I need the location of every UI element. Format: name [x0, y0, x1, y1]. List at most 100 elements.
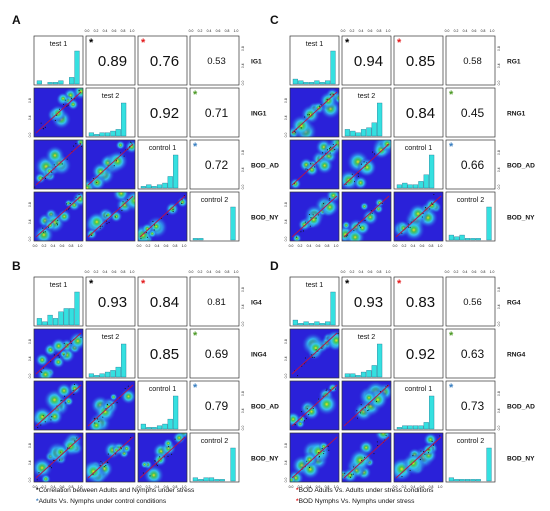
- tick-label: 0.4: [241, 304, 245, 309]
- scatter-point: [300, 127, 302, 129]
- histogram-bar: [464, 238, 471, 241]
- density-cell: [289, 432, 340, 483]
- correlation-value: 0.58: [463, 56, 482, 67]
- row-label: BOD_NY: [251, 456, 279, 463]
- density-blob: [290, 411, 301, 427]
- correlation-value: 0.92: [150, 105, 179, 122]
- diagonal-label: control 1: [149, 143, 177, 152]
- tick-label: 0.4: [359, 270, 364, 274]
- density-blob: [165, 201, 180, 217]
- diagonal-label: control 1: [149, 384, 177, 393]
- scatter-point: [92, 177, 94, 180]
- density-cell: [289, 191, 340, 242]
- row-label: BOD_AD: [251, 163, 279, 170]
- correlation-value: 0.45: [461, 106, 485, 120]
- cell-frame: [85, 87, 136, 138]
- histogram-bar: [423, 174, 429, 189]
- density-cell: [289, 87, 340, 138]
- histogram-bar: [292, 78, 298, 85]
- tick-label: 0.2: [454, 270, 459, 274]
- scatter-point: [63, 354, 65, 356]
- footnote-star: *: [36, 487, 39, 494]
- correlation-cell: 0.81: [189, 276, 240, 327]
- tick-label: 0.0: [28, 237, 32, 242]
- density-blob: [342, 220, 351, 230]
- density-blob: [315, 156, 334, 175]
- scatter-point: [424, 207, 426, 209]
- scatter-point: [372, 151, 374, 153]
- cell-frame: [189, 35, 240, 86]
- scatter-point: [166, 213, 168, 216]
- scatter-point: [70, 340, 72, 342]
- tick-label: 0.8: [497, 150, 501, 155]
- density-blob: [374, 433, 391, 443]
- histogram-bar: [448, 234, 454, 241]
- scatter-point: [308, 114, 310, 116]
- tick-label: 0.0: [33, 244, 38, 248]
- density-blob: [86, 460, 105, 482]
- tick-label: 0.8: [121, 29, 126, 33]
- cell-frame: [85, 35, 136, 86]
- diagonal-label: test 2: [102, 332, 120, 341]
- histogram-bar: [371, 122, 377, 137]
- histogram-bar: [110, 130, 116, 137]
- scatter-point: [152, 220, 154, 222]
- density-blob: [327, 383, 338, 394]
- cell-frame: [137, 191, 188, 242]
- scatter-point: [376, 441, 378, 443]
- tick-label: 0.0: [497, 322, 501, 327]
- tick-label: 0.8: [121, 270, 126, 274]
- scatter-point: [103, 465, 105, 468]
- scatter-point: [294, 131, 296, 133]
- row-label: RG1: [507, 59, 521, 66]
- tick-label: 1.0: [78, 485, 83, 489]
- scatter-point: [401, 475, 403, 478]
- tick-label: 0.4: [497, 304, 501, 309]
- histogram-bar: [402, 182, 408, 189]
- tick-label: 1.0: [490, 270, 495, 274]
- scatter-point: [123, 155, 125, 157]
- cell-frame: [393, 328, 444, 379]
- scatter-point: [101, 225, 103, 227]
- density-cell: [85, 432, 136, 483]
- scatter-point: [44, 126, 46, 128]
- cell-frame: [393, 35, 444, 86]
- scatter-point: [58, 356, 60, 358]
- density-blob: [36, 365, 55, 378]
- histogram-bar: [418, 181, 424, 189]
- scatter-point: [127, 385, 129, 387]
- histogram-bar: [230, 206, 236, 241]
- tick-label: 1.0: [334, 244, 339, 248]
- scatter-point: [97, 418, 99, 420]
- scatter-point: [94, 422, 96, 424]
- histogram-bar: [88, 132, 94, 137]
- tick-label: 0.8: [377, 270, 382, 274]
- footnote-star: *: [296, 498, 299, 505]
- cell-frame: [341, 276, 392, 327]
- density-blobs: [290, 383, 339, 429]
- scatter-point: [344, 472, 346, 474]
- density-blobs: [342, 433, 391, 482]
- tick-label: 0.4: [28, 115, 32, 120]
- tick-label: 0.4: [103, 270, 108, 274]
- histogram-bar: [104, 371, 111, 378]
- histogram-bar: [162, 182, 168, 189]
- scatter-point: [48, 226, 50, 228]
- cell-frame: [289, 328, 340, 379]
- scatter-point: [329, 152, 331, 154]
- tick-label: 0.6: [316, 485, 321, 489]
- fit-line: [343, 436, 390, 479]
- diagonal-label: test 1: [306, 39, 324, 48]
- scatter-point: [74, 440, 76, 442]
- histogram-bar: [470, 238, 476, 241]
- tick-label: 0.4: [497, 167, 501, 172]
- diagonal-cell: test 2: [341, 87, 392, 138]
- tick-label: 0.0: [341, 270, 346, 274]
- scatter-point: [424, 453, 426, 455]
- tick-label: 0.4: [241, 167, 245, 172]
- tick-label: 1.0: [386, 270, 391, 274]
- density-blob: [290, 177, 302, 189]
- scatter-point: [172, 208, 174, 210]
- diagonal-label: test 1: [50, 39, 68, 48]
